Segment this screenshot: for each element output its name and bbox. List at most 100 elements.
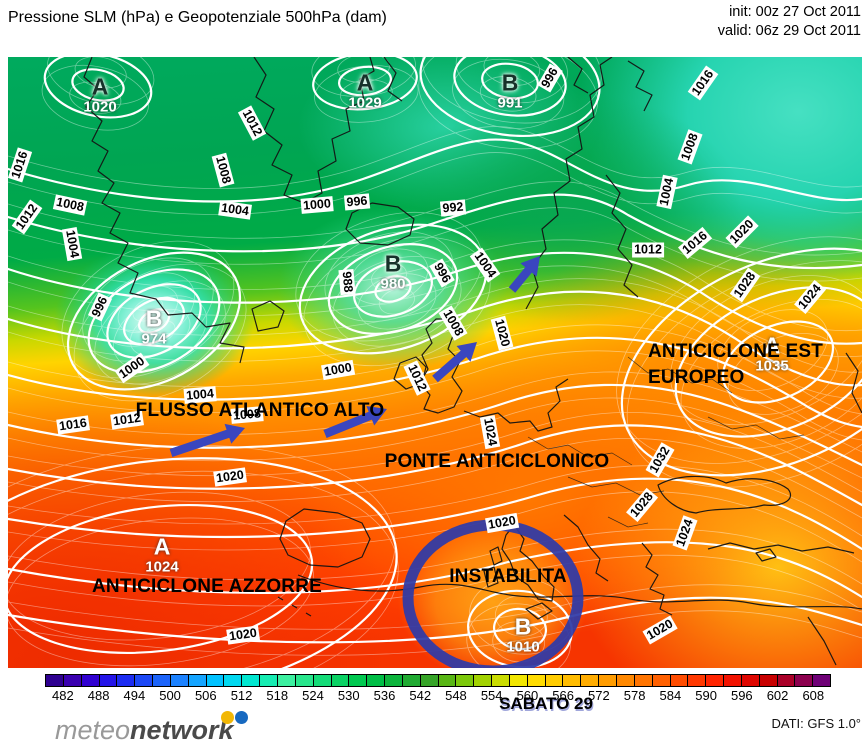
colorbar-tick: 566 [552, 688, 574, 703]
isobar-lines [8, 57, 862, 668]
colorbar-segment [242, 675, 261, 686]
colorbar-tick: 596 [730, 688, 753, 703]
flow-arrow [432, 342, 477, 383]
pressure-letter: B [384, 250, 402, 277]
pressure-value: 991 [497, 94, 523, 112]
isobar-label: 1004 [218, 200, 252, 220]
logo-yellow-dot [220, 711, 234, 724]
isobar-label: 1004 [469, 247, 501, 283]
isobar-label: 1016 [687, 65, 719, 101]
colorbar-segment [313, 675, 332, 686]
pressure-letter: B [501, 69, 519, 96]
isobar-label: 1012 [403, 360, 431, 396]
colorbar-tick: 512 [230, 688, 253, 703]
colorbar-tick: 518 [266, 688, 289, 703]
colorbar-segment [492, 675, 510, 686]
colorbar-segment [331, 675, 350, 686]
pressure-letter: A [356, 69, 374, 96]
isobar-label: 1020 [485, 512, 519, 534]
isobar-label: 992 [439, 199, 467, 217]
colorbar-segment [46, 675, 64, 686]
isobar-label: 1032 [645, 442, 675, 478]
meteonetwork-logo: meteonetwork [55, 711, 248, 746]
colorbar-segment [634, 675, 653, 686]
isobar-label: 1020 [226, 625, 260, 645]
colorbar-segment [706, 675, 725, 686]
isobar-label: 1024 [672, 515, 698, 551]
isobar-label: 1008 [677, 129, 703, 165]
isobar-label: 988 [338, 268, 356, 296]
isobar-label: 1012 [11, 199, 43, 235]
pressure-center-A-1024: A 1024 [145, 533, 179, 576]
colorbar-segment [456, 675, 475, 686]
colorbar-tick: 542 [409, 688, 432, 703]
coastlines [83, 57, 862, 666]
pressure-letter: B [145, 305, 163, 332]
colorbar-segment [420, 675, 439, 686]
colorbar-tick: 560 [516, 688, 539, 703]
map-annotation: ANTICICLONE AZZORRE [91, 576, 323, 597]
isobar-label: 996 [87, 292, 113, 322]
colorbar-segment [367, 675, 386, 686]
colorbar-tick: 578 [623, 688, 646, 703]
isobar-label: 1020 [642, 615, 678, 645]
isobar-label: 1008 [438, 305, 468, 341]
logo-dots [220, 700, 248, 731]
isobar-label: 1004 [656, 174, 678, 210]
colorbar-tick: 590 [695, 688, 717, 703]
colorbar [45, 674, 831, 687]
pressure-letter: B [514, 613, 532, 640]
isobar-label: 1004 [61, 227, 83, 261]
colorbar-tick: 482 [52, 688, 74, 703]
colorbar-segment [206, 675, 225, 686]
colorbar-segment [527, 675, 546, 686]
flow-arrow [169, 423, 245, 458]
colorbar-segment [188, 675, 207, 686]
flow-arrow [508, 256, 540, 293]
colorbar-tick: 548 [445, 688, 467, 703]
colorbar-segment [688, 675, 707, 686]
isobar-label: 1000 [300, 196, 334, 214]
isobar-label: 1020 [725, 215, 759, 249]
colorbar-tick: 572 [588, 688, 610, 703]
colorbar-segment [813, 675, 831, 686]
isobar-label: 1028 [626, 487, 658, 523]
colorbar-segment [509, 675, 528, 686]
weather-map: 1016 1012 1008 1004 1008 1012 1004 996 1000 1016 1… [8, 57, 862, 668]
pressure-letter: A [153, 533, 171, 560]
isobar-label: 1012 [632, 242, 664, 258]
isobar-label: 1016 [677, 227, 713, 259]
colorbar-segment [81, 675, 100, 686]
isobar-label: 1012 [237, 105, 267, 141]
pressure-value: 1029 [348, 94, 382, 112]
colorbar-segment [349, 675, 368, 686]
pressure-center-B-974: B 974 [141, 305, 166, 347]
map-annotation: ANTICICLONE EST EUROPEO [648, 341, 824, 388]
colorbar-segment [99, 675, 118, 686]
colorbar-segment [741, 675, 760, 686]
pressure-center-A-1029: A 1029 [348, 69, 382, 112]
logo-blue-dot [234, 711, 248, 724]
map-annotation: FLUSSO ATLANTICO ALTO [135, 400, 385, 421]
valid-line: valid: 06z 29 Oct 2011 [717, 23, 861, 39]
colorbar-segment [474, 675, 493, 686]
colorbar-segment [224, 675, 243, 686]
pressure-value: 980 [380, 275, 406, 293]
pressure-value: 1010 [506, 638, 540, 656]
colorbar-segment [563, 675, 582, 686]
colorbar-segment [170, 675, 189, 686]
logo-text-meteo: meteo [55, 715, 131, 745]
pressure-center-B-991: B 991 [497, 69, 523, 112]
colorbar-tick: 608 [802, 688, 825, 703]
pressure-value: 1024 [145, 558, 179, 576]
pressure-center-A-1035: A 1035 [755, 334, 789, 375]
colorbar-tick: 584 [659, 688, 682, 703]
map-field-svg [8, 57, 862, 668]
colorbar-segment [260, 675, 278, 686]
map-overlay: 1016 1012 1008 1004 1008 1012 1004 996 1000 1016 1… [8, 57, 862, 668]
colorbar-segment [670, 675, 689, 686]
colorbar-segment [777, 675, 796, 686]
pressure-value: 1035 [755, 357, 789, 375]
isobar-label: 996 [537, 63, 563, 93]
